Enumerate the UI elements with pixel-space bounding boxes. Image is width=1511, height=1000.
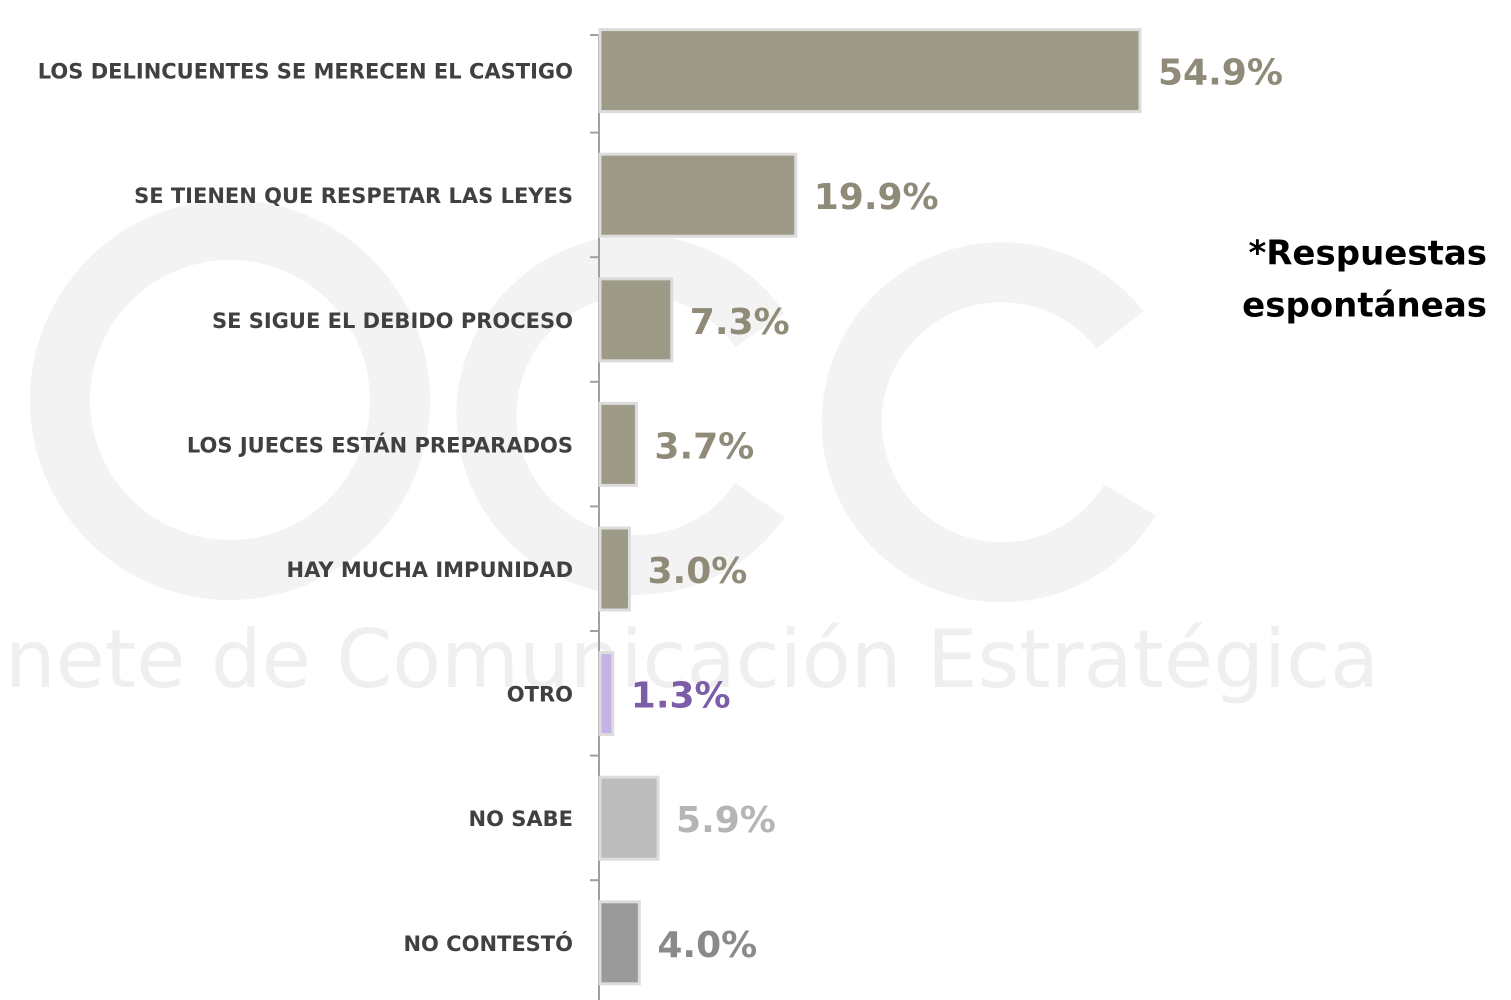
value-label: 1.3% bbox=[631, 676, 731, 717]
category-label: HAY MUCHA IMPUNIDAD bbox=[287, 558, 574, 582]
bar bbox=[598, 651, 615, 737]
category-label: SE TIENEN QUE RESPETAR LAS LEYES bbox=[134, 184, 573, 208]
category-label: SE SIGUE EL DEBIDO PROCESO bbox=[212, 309, 573, 333]
category-label: NO CONTESTÓ bbox=[403, 931, 573, 956]
bar bbox=[598, 401, 638, 487]
category-label: LOS DELINCUENTES SE MERECEN EL CASTIGO bbox=[38, 60, 573, 84]
value-label: 7.3% bbox=[690, 302, 790, 343]
value-label: 3.0% bbox=[648, 551, 748, 592]
category-label: NO SABE bbox=[469, 807, 573, 831]
value-label: 4.0% bbox=[657, 925, 757, 966]
value-label: 19.9% bbox=[814, 177, 939, 218]
bar bbox=[598, 152, 798, 238]
bar bbox=[598, 277, 674, 363]
annotation: espontáneas bbox=[1242, 286, 1487, 326]
value-label: 54.9% bbox=[1158, 53, 1283, 94]
bar bbox=[598, 775, 660, 861]
bar bbox=[598, 526, 632, 612]
value-label: 5.9% bbox=[676, 800, 776, 841]
category-label: LOS JUECES ESTÁN PREPARADOS bbox=[187, 432, 573, 457]
watermark-logo bbox=[30, 200, 1156, 603]
value-label: 3.7% bbox=[654, 426, 754, 467]
watermark: Gabinete de Comunicación Estratégica bbox=[0, 613, 1379, 706]
bar bbox=[598, 900, 641, 986]
annotation: *Respuestas bbox=[1248, 234, 1487, 274]
bar bbox=[598, 28, 1142, 114]
category-label: OTRO bbox=[507, 683, 573, 707]
